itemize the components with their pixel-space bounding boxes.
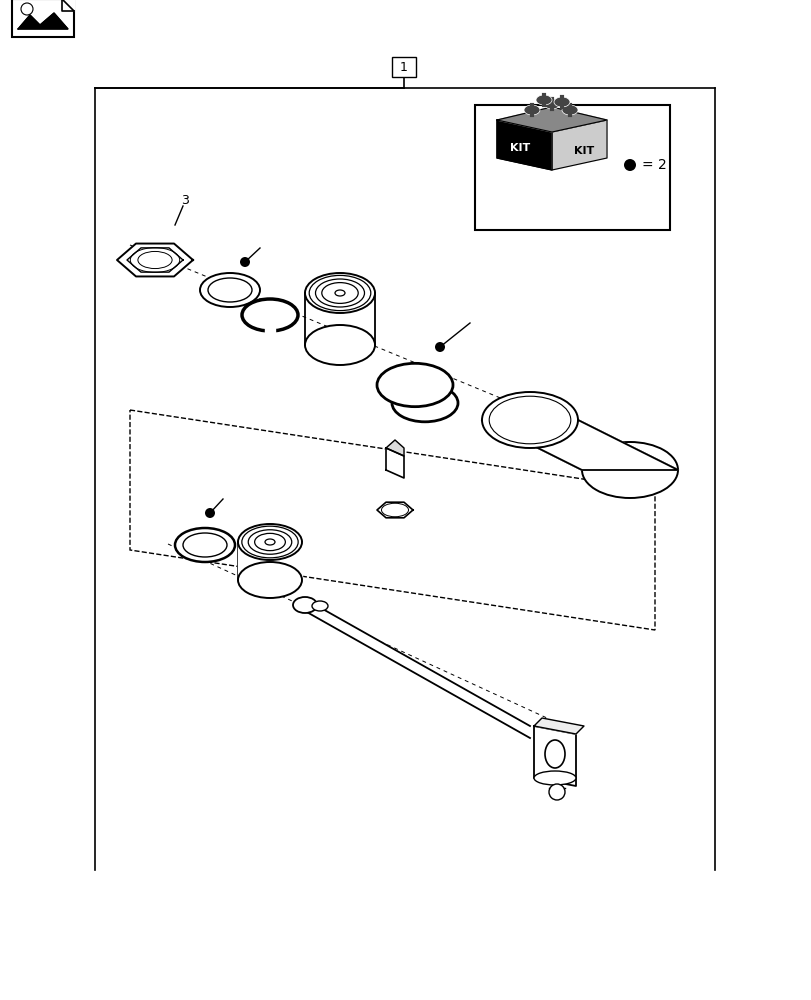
Text: 3: 3 xyxy=(181,194,189,207)
Bar xyxy=(392,57,415,77)
Ellipse shape xyxy=(264,539,275,545)
Ellipse shape xyxy=(543,99,560,109)
Circle shape xyxy=(240,257,250,267)
Ellipse shape xyxy=(376,363,453,407)
Polygon shape xyxy=(496,107,607,132)
Polygon shape xyxy=(62,0,74,11)
Ellipse shape xyxy=(544,740,564,768)
Ellipse shape xyxy=(553,97,569,107)
Ellipse shape xyxy=(305,273,375,313)
Text: 1: 1 xyxy=(400,61,407,74)
Ellipse shape xyxy=(238,524,302,560)
Ellipse shape xyxy=(534,771,575,785)
Ellipse shape xyxy=(293,597,316,613)
Polygon shape xyxy=(117,244,193,276)
Circle shape xyxy=(204,508,215,518)
Ellipse shape xyxy=(392,384,457,422)
Circle shape xyxy=(435,342,444,352)
Ellipse shape xyxy=(482,392,577,448)
Polygon shape xyxy=(385,440,404,456)
Ellipse shape xyxy=(21,3,33,15)
Ellipse shape xyxy=(561,105,577,115)
Ellipse shape xyxy=(335,290,345,296)
Ellipse shape xyxy=(182,533,227,557)
Ellipse shape xyxy=(523,105,539,115)
Polygon shape xyxy=(482,420,677,470)
Ellipse shape xyxy=(208,278,251,302)
Circle shape xyxy=(623,159,635,171)
Bar xyxy=(474,105,669,230)
Bar xyxy=(12,0,74,37)
Ellipse shape xyxy=(548,784,564,800)
Polygon shape xyxy=(534,718,583,734)
Ellipse shape xyxy=(311,601,328,611)
Polygon shape xyxy=(551,120,607,170)
Text: = 2: = 2 xyxy=(642,158,666,172)
Polygon shape xyxy=(385,448,404,478)
Polygon shape xyxy=(376,502,413,518)
Ellipse shape xyxy=(200,273,260,307)
Polygon shape xyxy=(127,248,182,272)
Ellipse shape xyxy=(242,299,298,331)
Ellipse shape xyxy=(581,442,677,498)
Polygon shape xyxy=(534,726,575,786)
Ellipse shape xyxy=(175,528,234,562)
Polygon shape xyxy=(496,120,551,170)
Ellipse shape xyxy=(305,325,375,365)
Ellipse shape xyxy=(238,562,302,598)
Text: KIT: KIT xyxy=(509,143,530,153)
Polygon shape xyxy=(238,542,302,580)
Polygon shape xyxy=(264,328,275,335)
Polygon shape xyxy=(18,13,68,29)
Ellipse shape xyxy=(535,95,551,105)
Polygon shape xyxy=(305,599,530,738)
Text: KIT: KIT xyxy=(573,146,594,156)
